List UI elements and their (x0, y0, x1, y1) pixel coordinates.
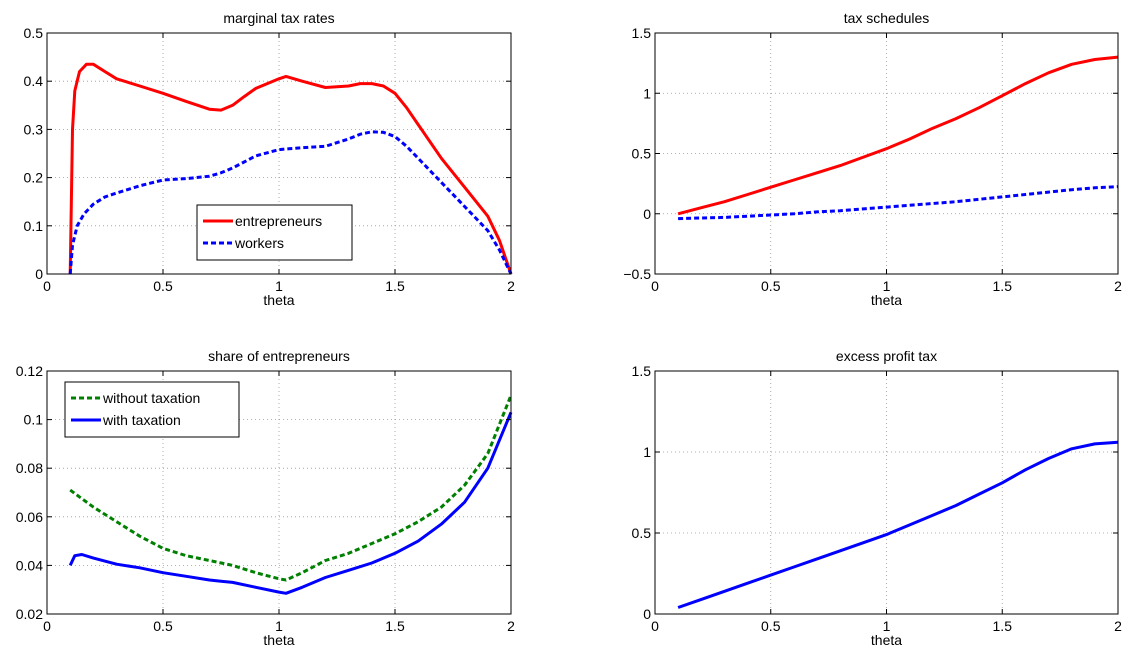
y-tick-label: 0 (643, 606, 651, 622)
series-line-2 (678, 185, 1119, 221)
y-tick-label: 0.1 (24, 218, 44, 234)
legend-box (196, 204, 353, 261)
x-tick-label: 1 (883, 278, 891, 294)
x-tick-label: 0.5 (153, 278, 173, 294)
y-tick-label: 0.06 (16, 509, 43, 525)
y-tick-label: 0.04 (16, 557, 43, 573)
x-axis-label: theta (263, 632, 294, 648)
series-line-without-taxation (69, 394, 513, 582)
x-tick-label: 1.5 (993, 278, 1013, 294)
y-tick-label: 1 (643, 85, 651, 101)
x-tick-label: 0 (651, 618, 659, 634)
x-tick-label: 0.5 (153, 618, 173, 634)
x-tick-label: 1.5 (385, 618, 405, 634)
legend: entrepreneurs workers (196, 204, 353, 261)
series-line-1 (677, 440, 1119, 609)
y-tick-label: 0.4 (24, 73, 44, 89)
y-tick-label: 0 (643, 206, 651, 222)
x-tick-label: 0 (651, 278, 659, 294)
chart-title: share of entrepreneurs (208, 348, 350, 364)
x-tick-label: 1.5 (993, 618, 1013, 634)
x-tick-label: 1 (275, 278, 283, 294)
legend-label: with taxation (102, 412, 181, 428)
y-tick-label: −0.5 (623, 266, 651, 282)
legend-label: workers (234, 235, 284, 251)
chart-title: tax schedules (844, 10, 930, 26)
x-tick-label: 0 (43, 278, 51, 294)
series-line-workers (68, 130, 513, 275)
x-tick-label: 2 (1114, 278, 1122, 294)
chart-title: excess profit tax (836, 348, 937, 364)
chart-panel-3: 0 0.5 1 1.5 2 0.02 0.04 0.06 0.08 0.1 0.12 share of… (16, 348, 515, 648)
chart-panel-1: 0 0.5 1 1.5 2 0 0.1 0.2 0.3 0.4 0.5 marginal tax ra… (24, 10, 516, 308)
x-tick-label: 2 (1114, 618, 1122, 634)
y-tick-label: 0.08 (16, 460, 43, 476)
x-tick-label: 0.5 (761, 618, 781, 634)
series-line-with-taxation (68, 411, 513, 595)
series-line-1 (677, 55, 1119, 216)
x-axis-label: theta (263, 292, 294, 308)
legend-box (64, 381, 240, 438)
y-tick-label: 0.12 (16, 363, 43, 379)
y-tick-label: 0.2 (24, 170, 44, 186)
y-tick-label: 0.5 (632, 146, 652, 162)
legend-label: without taxation (102, 390, 200, 406)
chart-panel-4: 0 0.5 1 1.5 2 0 0.5 1 1.5 excess profit tax theta (632, 348, 1123, 648)
y-tick-label: 0 (35, 266, 43, 282)
legend: without taxation with taxation (64, 381, 240, 438)
x-tick-label: 2 (507, 278, 515, 294)
y-tick-label: 1.5 (632, 363, 652, 379)
legend-label: entrepreneurs (235, 213, 322, 229)
x-axis-label: theta (871, 292, 902, 308)
chart-title: marginal tax rates (223, 10, 334, 26)
y-tick-label: 1 (643, 444, 651, 460)
y-tick-label: 1.5 (632, 25, 652, 41)
x-tick-label: 1 (883, 618, 891, 634)
x-tick-label: 0.5 (761, 278, 781, 294)
y-tick-label: 0.3 (24, 121, 44, 137)
y-tick-label: 0.1 (24, 412, 44, 428)
series-line-entrepreneurs (68, 62, 513, 275)
x-tick-label: 2 (507, 618, 515, 634)
y-tick-label: 0.5 (24, 25, 44, 41)
x-axis-label: theta (871, 632, 902, 648)
y-tick-label: 0.02 (16, 606, 43, 622)
x-tick-label: 0 (43, 618, 51, 634)
x-tick-label: 1 (275, 618, 283, 634)
x-tick-label: 1.5 (385, 278, 405, 294)
y-tick-label: 0.5 (632, 525, 652, 541)
